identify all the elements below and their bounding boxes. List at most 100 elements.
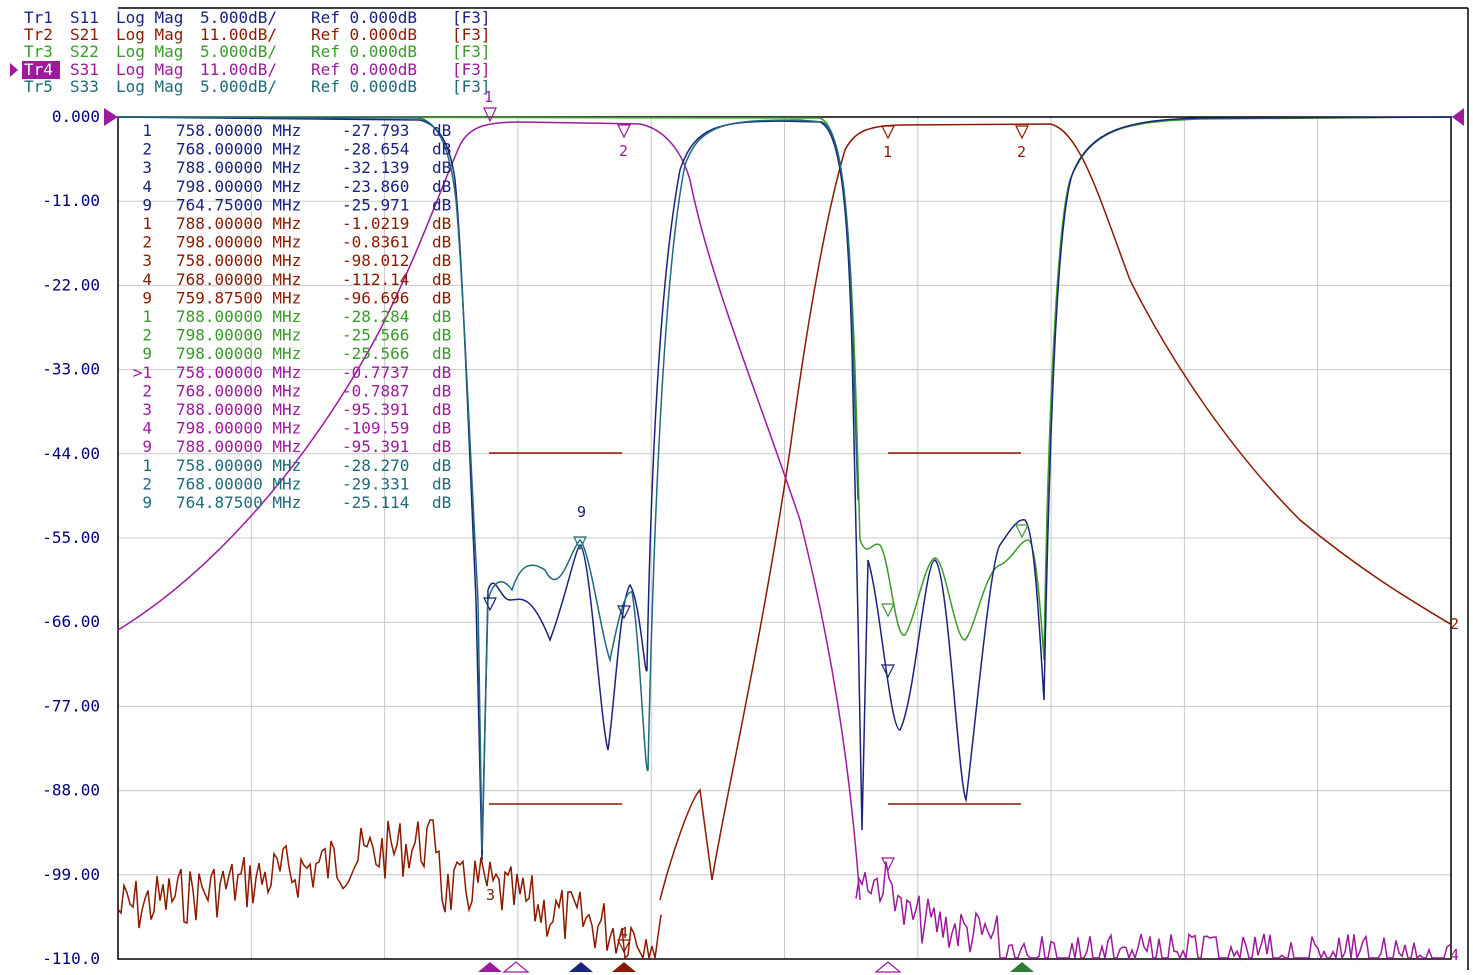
svg-text:Ref 0.000dB: Ref 0.000dB: [311, 8, 417, 27]
marker-s31-3-icon[interactable]: [881, 857, 895, 872]
marker-table-row: 3 788.00000 MHz -32.139 dB: [142, 158, 451, 177]
marker-frequency: 768.00000 MHz: [176, 474, 301, 493]
trace-header-tr5[interactable]: Tr5 S33 Log Mag 5.000dB/ Ref 0.000dB [F3…: [24, 77, 491, 96]
marker-unit: dB: [432, 233, 451, 252]
marker-s31-2[interactable]: 2: [617, 124, 631, 160]
trace-s31-noise: [855, 861, 1451, 961]
marker-value: -109.59: [342, 419, 409, 438]
svg-text:S33: S33: [70, 77, 99, 96]
bottom-marker-s21-icon[interactable]: [612, 962, 636, 972]
svg-text:Log Mag: Log Mag: [116, 42, 183, 61]
svg-text:1: 1: [484, 88, 493, 106]
svg-text:11.00dB/: 11.00dB/: [200, 60, 277, 79]
marker-s31-right[interactable]: 4: [1450, 946, 1459, 964]
y-axis-tick-label: -44.00: [42, 444, 100, 463]
reference-level-arrow-icon[interactable]: [104, 108, 118, 126]
marker-s21-3[interactable]: 3: [486, 886, 495, 904]
marker-frequency: 788.00000 MHz: [176, 400, 301, 419]
trace-s33[interactable]: [117, 116, 859, 851]
marker-s33-9[interactable]: 9: [573, 503, 587, 551]
trace-header-tr4[interactable]: Tr4 S31 Log Mag 11.00dB/ Ref 0.000dB [F3…: [10, 60, 491, 79]
bottom-marker-s31-3-icon[interactable]: [874, 961, 902, 973]
svg-text:Ref 0.000dB: Ref 0.000dB: [311, 25, 417, 44]
marker-unit: dB: [432, 363, 451, 382]
svg-text:9: 9: [577, 503, 586, 521]
marker-unit: dB: [432, 140, 451, 159]
marker-number: 9: [142, 344, 152, 363]
marker-number: 2: [142, 326, 152, 345]
y-axis-tick-label: -55.00: [42, 528, 100, 547]
marker-s21-1[interactable]: 1: [881, 125, 895, 161]
limit-lines: [489, 452, 1021, 805]
svg-text:Tr2: Tr2: [24, 25, 53, 44]
reference-level-arrow-right-icon[interactable]: [1452, 108, 1464, 126]
marker-table: 1 758.00000 MHz -27.793 dB 2 768.00000 MHz -28…: [133, 121, 452, 512]
marker-number: 4: [142, 419, 152, 438]
svg-text:Ref 0.000dB: Ref 0.000dB: [311, 77, 417, 96]
marker-frequency: 798.00000 MHz: [176, 344, 301, 363]
marker-s11-1-icon[interactable]: [483, 597, 497, 612]
marker-table-row: 1 758.00000 MHz -28.270 dB: [142, 456, 451, 475]
plot-grid: [118, 117, 1451, 959]
marker-table-row: 2 768.00000 MHz -28.654 dB: [142, 140, 451, 159]
marker-s31-1[interactable]: 1: [483, 88, 497, 123]
marker-unit: dB: [432, 400, 451, 419]
svg-text:S11: S11: [70, 8, 99, 27]
marker-number: 1: [142, 456, 152, 475]
y-axis-tick-label: -110.0: [42, 949, 100, 968]
marker-unit: dB: [432, 195, 451, 214]
marker-s22-2-icon[interactable]: [1015, 524, 1029, 539]
marker-frequency: 758.00000 MHz: [176, 363, 301, 382]
marker-frequency: 768.00000 MHz: [176, 270, 301, 289]
trace-header-tr1[interactable]: Tr1 S11 Log Mag 5.000dB/ Ref 0.000dB [F3…: [24, 8, 491, 27]
trace-s21-noise: [117, 819, 662, 961]
plot-frame: [117, 116, 1452, 960]
svg-text:Log Mag: Log Mag: [116, 8, 183, 27]
marker-number: 9: [142, 437, 152, 456]
y-axis-tick-label: -99.00: [42, 865, 100, 884]
marker-s21-2[interactable]: 2: [1015, 125, 1029, 161]
bottom-marker-s31-2-icon[interactable]: [502, 961, 530, 973]
marker-frequency: 758.00000 MHz: [176, 456, 301, 475]
marker-value: -32.139: [342, 158, 409, 177]
svg-text:Log Mag: Log Mag: [116, 77, 183, 96]
marker-value: -1.0219: [342, 214, 409, 233]
marker-s11-3-icon[interactable]: [881, 664, 895, 679]
svg-text:S22: S22: [70, 42, 99, 61]
marker-unit: dB: [432, 437, 451, 456]
marker-value: -112.14: [342, 270, 409, 289]
marker-unit: dB: [432, 214, 451, 233]
marker-table-row: 3 788.00000 MHz -95.391 dB: [142, 400, 451, 419]
trace-s22[interactable]: [117, 116, 1453, 661]
marker-table-row: 1 788.00000 MHz -1.0219 dB: [142, 214, 451, 233]
marker-unit: dB: [432, 270, 451, 289]
svg-text:2: 2: [1017, 143, 1026, 161]
y-axis-tick-label: -11.00: [42, 191, 100, 210]
marker-value: -29.331: [342, 474, 409, 493]
svg-text:4: 4: [1450, 946, 1459, 964]
bottom-marker-s22-icon[interactable]: [1010, 962, 1034, 972]
trace-header-tr2[interactable]: Tr2 S21 Log Mag 11.00dB/ Ref 0.000dB [F3…: [24, 25, 491, 44]
marker-frequency: 764.75000 MHz: [176, 195, 301, 214]
bottom-marker-s31-icon[interactable]: [478, 962, 502, 972]
marker-frequency: 764.87500 MHz: [176, 493, 301, 512]
bottom-marker-s11-icon[interactable]: [569, 962, 593, 972]
trace-s31[interactable]: [117, 121, 861, 901]
traces: [117, 116, 1453, 961]
marker-value: -0.7887: [342, 381, 409, 400]
marker-number: 3: [142, 251, 152, 270]
marker-s11-2-icon[interactable]: [617, 605, 631, 620]
svg-text:Log Mag: Log Mag: [116, 60, 183, 79]
marker-table-row: 2 798.00000 MHz -0.8361 dB: [142, 233, 451, 252]
marker-table-row: 9 764.75000 MHz -25.971 dB: [142, 195, 451, 214]
marker-s21-4[interactable]: 4: [617, 924, 631, 954]
marker-s22-1-icon[interactable]: [881, 603, 895, 618]
svg-text:2: 2: [619, 142, 628, 160]
y-axis-tick-label: -66.00: [42, 612, 100, 631]
marker-s21-right[interactable]: 2: [1450, 615, 1459, 633]
trace-header-tr3[interactable]: Tr3 S22 Log Mag 5.000dB/ Ref 0.000dB [F3…: [24, 42, 491, 61]
svg-text:Ref 0.000dB: Ref 0.000dB: [311, 42, 417, 61]
trace-s21[interactable]: [659, 123, 1453, 901]
marker-value: -28.270: [342, 456, 409, 475]
y-axis-tick-label: -33.00: [42, 360, 100, 379]
